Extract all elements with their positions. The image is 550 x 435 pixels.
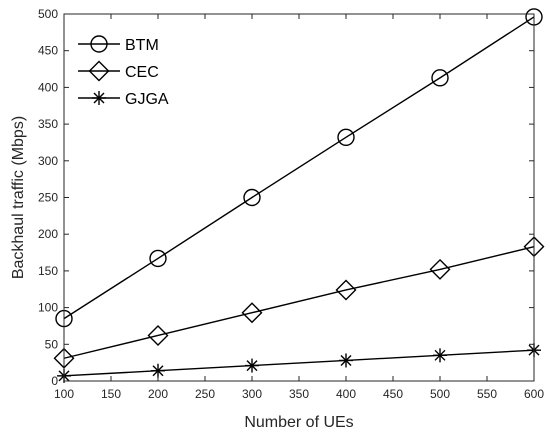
y-tick-label: 0 — [51, 374, 58, 388]
x-axis: 100 150 200 250 300 350 400 450 500 550 600 — [54, 14, 544, 401]
x-tick-label: 100 — [54, 387, 74, 401]
x-tick-label: 600 — [524, 387, 544, 401]
legend-item-cec: CEC — [78, 60, 159, 82]
series-line-cec — [63, 245, 535, 359]
y-tick-label: 250 — [38, 191, 58, 205]
x-tick-label: 350 — [289, 387, 309, 401]
x-tick-label: 450 — [383, 387, 403, 401]
legend-label: CEC — [125, 64, 159, 81]
data-point-cec — [241, 302, 263, 324]
data-point-gjga — [245, 358, 259, 373]
y-tick-label: 450 — [38, 44, 58, 58]
legend-item-btm: BTM — [78, 35, 159, 54]
y-tick-label: 350 — [38, 117, 58, 131]
series-line-btm — [63, 16, 535, 320]
x-tick-label: 150 — [101, 387, 121, 401]
y-axis: 0 50 100 150 200 250 300 350 400 450 500 — [38, 7, 534, 388]
x-axis-label: Number of UEs — [244, 414, 353, 431]
y-tick-label: 150 — [38, 264, 58, 278]
y-axis-label: Backhaul traffic (Mbps) — [10, 116, 27, 279]
series-line-gjga — [63, 349, 535, 377]
legend-label: BTM — [125, 37, 159, 54]
y-tick-label: 50 — [45, 337, 59, 351]
data-point-btm — [243, 188, 261, 207]
y-tick-label: 200 — [38, 227, 58, 241]
legend-marker-btm — [90, 35, 108, 53]
data-point-cec — [429, 258, 451, 280]
x-tick-label: 550 — [477, 387, 497, 401]
legend: BTM CEC GJGA — [78, 35, 169, 108]
data-point-btm — [431, 69, 449, 87]
y-tick-label: 300 — [38, 154, 58, 168]
data-point-btm — [149, 249, 167, 268]
data-point-cec — [335, 279, 357, 301]
data-point-gjga — [433, 348, 447, 363]
x-tick-label: 500 — [430, 387, 450, 401]
x-tick-label: 200 — [148, 387, 168, 401]
data-point-btm — [337, 128, 355, 147]
x-tick-label: 400 — [336, 387, 356, 401]
legend-item-gjga: GJGA — [78, 91, 169, 108]
data-point-gjga — [339, 353, 353, 368]
y-tick-label: 400 — [38, 80, 58, 94]
data-point-gjga — [151, 363, 165, 378]
y-tick-label: 100 — [38, 301, 58, 315]
legend-marker-gjga — [92, 91, 106, 105]
legend-marker-cec — [88, 60, 110, 82]
x-tick-label: 300 — [242, 387, 262, 401]
data-point-cec — [147, 325, 169, 346]
legend-label: GJGA — [125, 91, 169, 108]
x-tick-label: 250 — [195, 387, 215, 401]
y-tick-label: 500 — [38, 7, 58, 21]
